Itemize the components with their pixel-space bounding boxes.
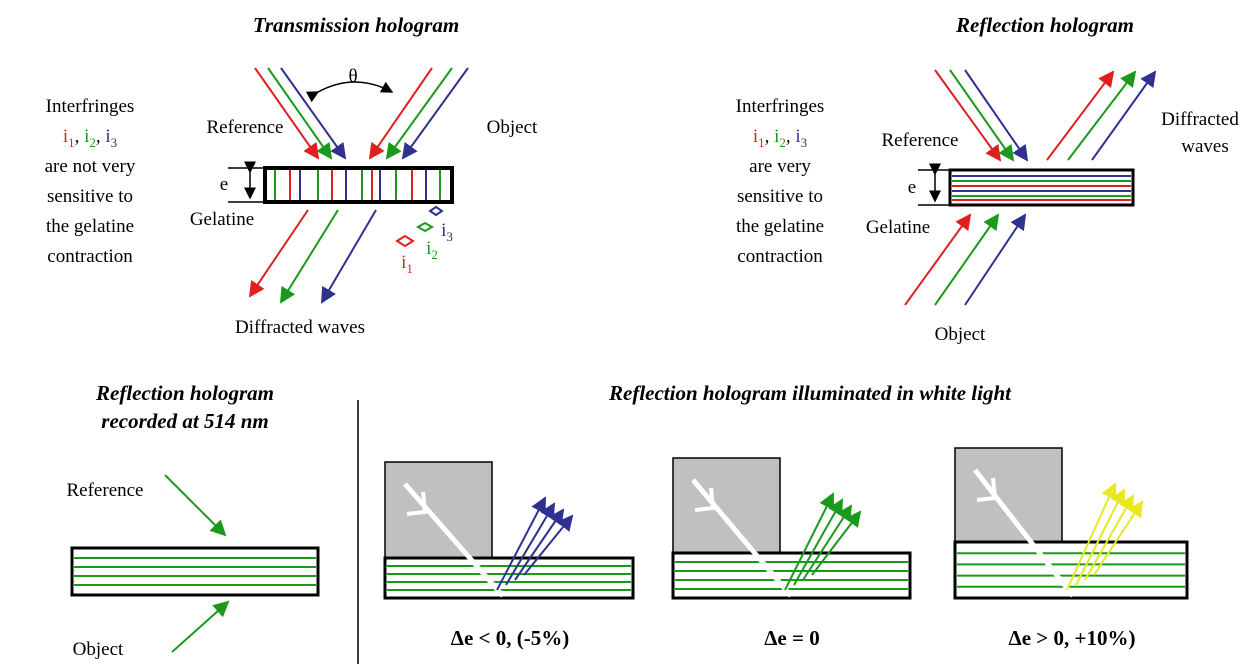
cover-square — [954, 447, 1063, 543]
note-line: the gelatine — [736, 216, 824, 237]
output-label: Diffracted waves — [235, 317, 365, 338]
note-line: Interfringes — [736, 96, 825, 117]
title: Reflection hologram — [955, 13, 1134, 37]
reflection-note: Interfringes i1, i2, i3 are very sensiti… — [736, 96, 825, 267]
angle-label: θ — [348, 66, 357, 87]
title: recorded at 514 nm — [101, 409, 268, 433]
white-light-panels — [383, 447, 1189, 600]
white-beam — [973, 468, 1075, 598]
transmission-note: Interfringes i1, i2, i3 are not very sen… — [45, 96, 136, 267]
diffracted-ray — [793, 498, 843, 586]
thickness-label: e — [220, 174, 228, 195]
title: Transmission hologram — [253, 13, 459, 37]
object-label: Object — [487, 117, 538, 138]
diffracted-ray — [514, 508, 565, 581]
note-line: contraction — [737, 246, 823, 267]
note-line: sensitive to — [47, 186, 133, 207]
note-line: Interfringes — [46, 96, 135, 117]
object-label: Object — [73, 639, 124, 660]
output-label: Diffracted — [1161, 109, 1239, 130]
white-beam-head — [406, 491, 428, 516]
recorded-diagram — [70, 474, 320, 653]
object-label: Object — [935, 324, 986, 345]
diffracted-ray — [1084, 494, 1134, 581]
note-line: contraction — [47, 246, 133, 267]
white-beam-head — [976, 477, 998, 502]
white-beam — [403, 482, 505, 598]
fringe-list: i1, i2, i3 — [63, 126, 117, 150]
diffracted-ray — [523, 514, 574, 576]
marker-label: i2 — [426, 238, 438, 262]
case-label: Δe > 0, +10%) — [1009, 626, 1136, 650]
diffracted-ray — [802, 504, 853, 581]
thickness-label: e — [908, 177, 916, 198]
diffracted-ray — [1066, 482, 1117, 591]
diffracted-ray — [505, 502, 556, 586]
reflection-diagram — [904, 69, 1157, 306]
case-label: Δe = 0 — [764, 626, 819, 650]
transmission-diagram — [228, 67, 469, 304]
diffracted-ray — [1093, 500, 1144, 576]
white-beam-head — [694, 487, 716, 512]
hologram-plate — [953, 540, 1189, 600]
medium-label: Gelatine — [190, 209, 254, 230]
title: Reflection hologram — [95, 381, 274, 405]
cover-square — [384, 461, 493, 559]
reference-label: Reference — [882, 130, 959, 151]
fringe-list: i1, i2, i3 — [753, 126, 807, 150]
diffracted-ray — [496, 496, 546, 591]
marker-label: i1 — [401, 252, 413, 276]
marker-label: i3 — [441, 220, 453, 244]
note-line: the gelatine — [46, 216, 134, 237]
cover-square — [672, 457, 781, 554]
note-line: sensitive to — [737, 186, 823, 207]
note-line: are very — [749, 156, 811, 177]
note-line: are not very — [45, 156, 136, 177]
reference-label: Reference — [67, 480, 144, 501]
output-label: waves — [1181, 136, 1228, 157]
diffracted-ray — [811, 510, 862, 576]
white-beam — [691, 478, 793, 598]
reference-label: Reference — [207, 117, 284, 138]
diffracted-ray — [1075, 488, 1125, 586]
title: Reflection hologram illuminated in white… — [608, 381, 1012, 405]
diffracted-ray — [784, 492, 834, 591]
case-label: Δe < 0, (-5%) — [451, 626, 569, 650]
medium-label: Gelatine — [866, 217, 930, 238]
